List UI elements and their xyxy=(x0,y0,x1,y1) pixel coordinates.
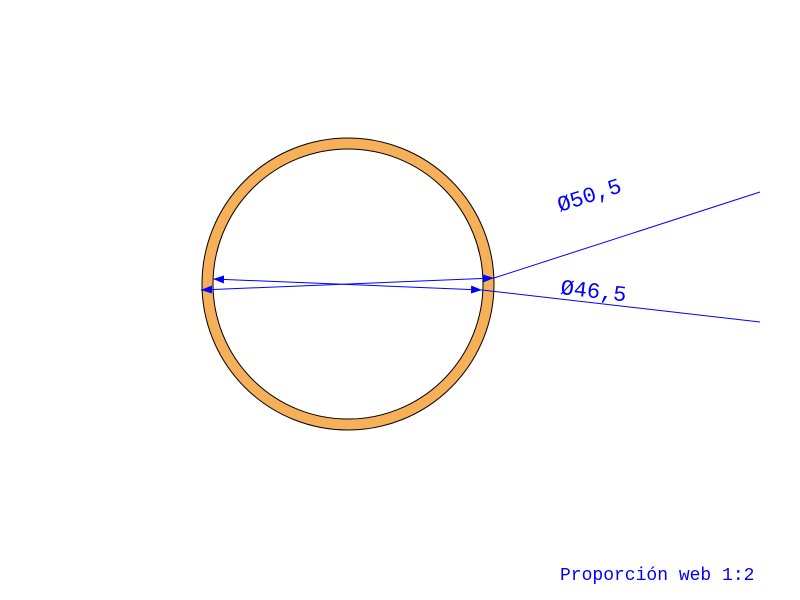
dimension-outer-label: Ø50,5 xyxy=(554,175,625,219)
dimension-inner-label: Ø46,5 xyxy=(559,276,627,308)
footer-scale-note: Proporción web 1:2 xyxy=(560,566,754,586)
technical-drawing: Ø50,5 Ø46,5 Proporción web 1:2 xyxy=(0,0,800,600)
